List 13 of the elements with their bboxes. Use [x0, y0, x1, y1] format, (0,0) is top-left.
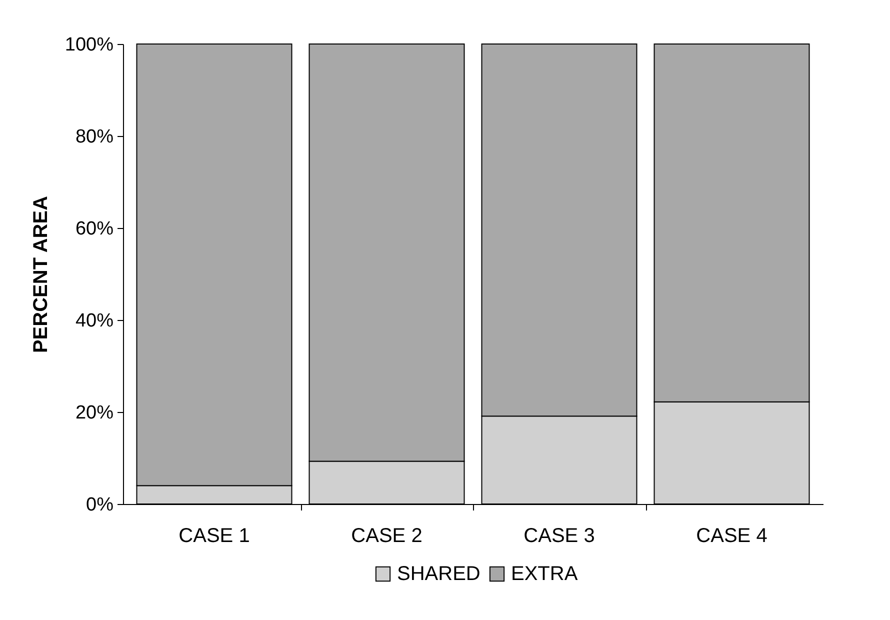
y-tick-label: 40% — [75, 310, 114, 332]
legend-label: SHARED — [397, 563, 480, 585]
x-tick-label: CASE 3 — [524, 525, 595, 547]
y-tick-label: 100% — [64, 34, 114, 56]
y-tick-label: 0% — [86, 494, 114, 516]
y-tick-label: 60% — [75, 218, 114, 240]
x-tick-label: CASE 4 — [696, 525, 768, 547]
y-axis-title: PERCENT AREA — [30, 196, 52, 354]
y-tick-label: 80% — [75, 126, 114, 148]
x-tick-label: CASE 2 — [351, 525, 422, 547]
x-tick-label: CASE 1 — [178, 525, 250, 547]
legend-label: EXTRA — [511, 563, 578, 585]
y-tick-label: 20% — [75, 402, 114, 424]
